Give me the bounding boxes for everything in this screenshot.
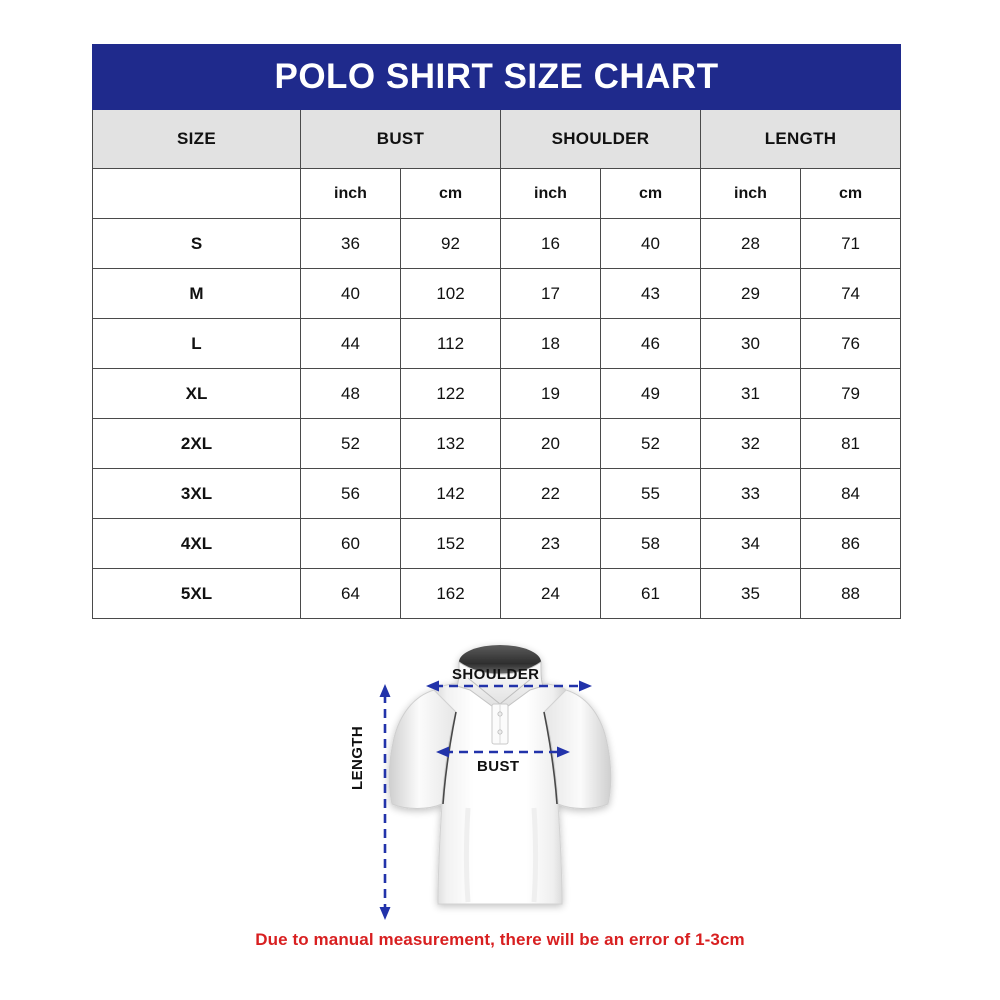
unit-cell-bust-cm: cm bbox=[400, 168, 501, 219]
unit-cell-length-cm: cm bbox=[799, 168, 902, 219]
cell-bust-inch: 56 bbox=[300, 468, 401, 519]
cell-shoulder-inch: 19 bbox=[500, 368, 601, 419]
cell-shoulder-cm: 58 bbox=[600, 518, 701, 569]
cell-shoulder-inch: 24 bbox=[500, 568, 601, 619]
cell-bust-inch: 64 bbox=[300, 568, 401, 619]
cell-length-cm: 74 bbox=[799, 268, 902, 319]
cell-size: 2XL bbox=[92, 418, 301, 469]
cell-shoulder-cm: 61 bbox=[600, 568, 701, 619]
column-header-bust: BUST bbox=[300, 109, 501, 169]
cell-shoulder-inch: 17 bbox=[500, 268, 601, 319]
cell-size: 4XL bbox=[92, 518, 301, 569]
cell-shoulder-inch: 16 bbox=[500, 218, 601, 269]
cell-length-inch: 28 bbox=[700, 218, 801, 269]
chart-title: POLO SHIRT SIZE CHART bbox=[91, 44, 902, 110]
cell-bust-cm: 142 bbox=[400, 468, 501, 519]
cell-size: L bbox=[92, 318, 301, 369]
cell-shoulder-cm: 43 bbox=[600, 268, 701, 319]
table-row: M 40 102 17 43 29 74 bbox=[92, 268, 902, 319]
cell-length-inch: 34 bbox=[700, 518, 801, 569]
cell-bust-cm: 162 bbox=[400, 568, 501, 619]
shoulder-label: SHOULDER bbox=[452, 666, 540, 683]
unit-cell-bust-inch: inch bbox=[300, 168, 401, 219]
cell-length-cm: 81 bbox=[799, 418, 902, 469]
cell-bust-cm: 152 bbox=[400, 518, 501, 569]
unit-cell-shoulder-cm: cm bbox=[600, 168, 701, 219]
cell-length-cm: 76 bbox=[799, 318, 902, 369]
cell-bust-inch: 60 bbox=[300, 518, 401, 569]
table-row: XL 48 122 19 49 31 79 bbox=[92, 368, 902, 419]
cell-length-inch: 30 bbox=[700, 318, 801, 369]
cell-size: 5XL bbox=[92, 568, 301, 619]
unit-cell-shoulder-inch: inch bbox=[500, 168, 601, 219]
table-row: L 44 112 18 46 30 76 bbox=[92, 318, 902, 369]
table-row: 2XL 52 132 20 52 32 81 bbox=[92, 418, 902, 469]
cell-size: M bbox=[92, 268, 301, 319]
cell-length-cm: 71 bbox=[799, 218, 902, 269]
cell-length-inch: 31 bbox=[700, 368, 801, 419]
cell-size: S bbox=[92, 218, 301, 269]
cell-bust-inch: 40 bbox=[300, 268, 401, 319]
cell-bust-cm: 132 bbox=[400, 418, 501, 469]
cell-size: 3XL bbox=[92, 468, 301, 519]
column-header-size: SIZE bbox=[92, 109, 301, 169]
cell-length-cm: 86 bbox=[799, 518, 902, 569]
cell-shoulder-cm: 46 bbox=[600, 318, 701, 369]
cell-size: XL bbox=[92, 368, 301, 419]
length-label: LENGTH bbox=[349, 725, 366, 790]
title-row: POLO SHIRT SIZE CHART bbox=[91, 44, 902, 110]
cell-length-inch: 29 bbox=[700, 268, 801, 319]
cell-bust-cm: 112 bbox=[400, 318, 501, 369]
measurement-diagram: SHOULDER BUST LENGTH bbox=[0, 618, 1000, 938]
bust-label: BUST bbox=[477, 758, 520, 775]
cell-bust-inch: 36 bbox=[300, 218, 401, 269]
cell-shoulder-inch: 20 bbox=[500, 418, 601, 469]
group-header-row: SIZE BUST SHOULDER LENGTH bbox=[92, 109, 902, 169]
unit-cell-blank bbox=[92, 168, 301, 219]
cell-length-inch: 33 bbox=[700, 468, 801, 519]
table-row: S 36 92 16 40 28 71 bbox=[92, 218, 902, 269]
cell-shoulder-inch: 18 bbox=[500, 318, 601, 369]
table-row: 4XL 60 152 23 58 34 86 bbox=[92, 518, 902, 569]
cell-shoulder-cm: 52 bbox=[600, 418, 701, 469]
cell-length-cm: 84 bbox=[799, 468, 902, 519]
cell-bust-inch: 44 bbox=[300, 318, 401, 369]
cell-shoulder-cm: 40 bbox=[600, 218, 701, 269]
cell-shoulder-cm: 55 bbox=[600, 468, 701, 519]
polo-shirt-illustration bbox=[379, 645, 612, 920]
column-header-shoulder: SHOULDER bbox=[500, 109, 701, 169]
cell-bust-cm: 102 bbox=[400, 268, 501, 319]
cell-length-cm: 88 bbox=[799, 568, 902, 619]
table-row: 3XL 56 142 22 55 33 84 bbox=[92, 468, 902, 519]
cell-length-inch: 32 bbox=[700, 418, 801, 469]
table-row: 5XL 64 162 24 61 35 88 bbox=[92, 568, 902, 619]
measurement-disclaimer: Due to manual measurement, there will be… bbox=[255, 930, 745, 949]
cell-bust-inch: 48 bbox=[300, 368, 401, 419]
cell-bust-cm: 122 bbox=[400, 368, 501, 419]
unit-header-row: inch cm inch cm inch cm bbox=[92, 168, 902, 219]
column-header-length: LENGTH bbox=[699, 109, 902, 169]
cell-shoulder-cm: 49 bbox=[600, 368, 701, 419]
size-chart-table: POLO SHIRT SIZE CHART SIZE BUST SHOULDER… bbox=[91, 44, 902, 619]
cell-bust-inch: 52 bbox=[300, 418, 401, 469]
cell-length-inch: 35 bbox=[700, 568, 801, 619]
cell-shoulder-inch: 23 bbox=[500, 518, 601, 569]
cell-bust-cm: 92 bbox=[400, 218, 501, 269]
unit-cell-length-inch: inch bbox=[700, 168, 801, 219]
cell-shoulder-inch: 22 bbox=[500, 468, 601, 519]
cell-length-cm: 79 bbox=[799, 368, 902, 419]
